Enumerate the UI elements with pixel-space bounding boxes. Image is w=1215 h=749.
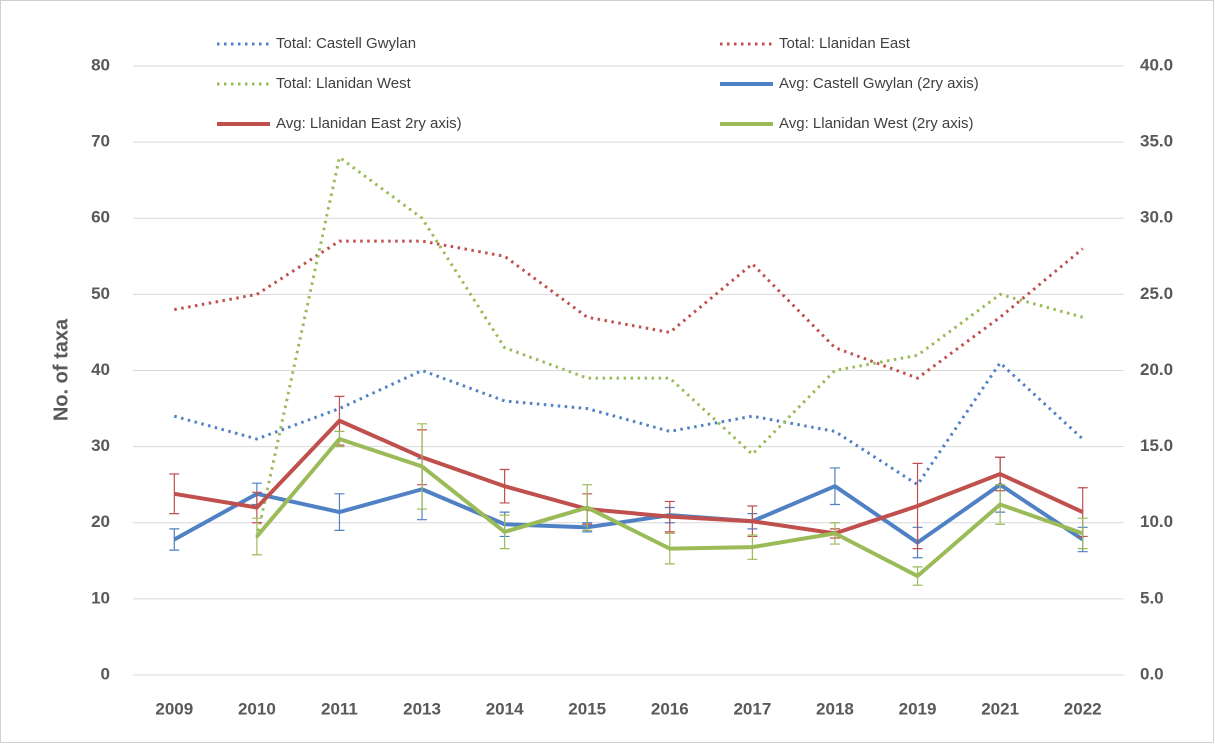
y-tick-label: 60 xyxy=(91,208,110,227)
y2-tick-label: 40.0 xyxy=(1140,55,1173,74)
legend-label: Total: Llanidan West xyxy=(276,75,412,92)
y-tick-label: 50 xyxy=(91,284,110,303)
y2-tick-label: 10.0 xyxy=(1140,512,1173,531)
y2-tick-label: 5.0 xyxy=(1140,588,1164,607)
x-tick-label: 2018 xyxy=(816,699,854,718)
legend-label: Avg: Castell Gwylan (2ry axis) xyxy=(779,75,979,92)
y2-tick-label: 20.0 xyxy=(1140,360,1173,379)
y-tick-label: 30 xyxy=(91,436,110,455)
legend-label: Total: Castell Gwylan xyxy=(276,35,416,52)
x-tick-label: 2014 xyxy=(486,699,524,718)
y2-tick-label: 30.0 xyxy=(1140,208,1173,227)
y-tick-label: 80 xyxy=(91,55,110,74)
series-line xyxy=(255,155,1084,539)
y-tick-label: 0 xyxy=(101,664,110,683)
series-line xyxy=(255,437,1084,579)
x-tick-label: 2019 xyxy=(899,699,937,718)
x-tick-label: 2022 xyxy=(1064,699,1102,718)
y2-tick-label: 35.0 xyxy=(1140,132,1173,151)
y-tick-label: 40 xyxy=(91,360,110,379)
x-tick-label: 2017 xyxy=(733,699,771,718)
y-tick-label: 20 xyxy=(91,512,110,531)
y-tick-label: 70 xyxy=(91,132,110,151)
legend-label: Avg: Llanidan West (2ry axis) xyxy=(779,115,974,132)
x-tick-label: 2011 xyxy=(321,699,358,718)
y-tick-label: 10 xyxy=(91,588,110,607)
series-line xyxy=(173,418,1084,536)
legend-label: Total: Llanidan East xyxy=(779,35,911,52)
x-tick-label: 2009 xyxy=(155,699,193,718)
y-axis-label: No. of taxa xyxy=(50,318,72,421)
error-bar xyxy=(1077,517,1088,550)
x-tick-label: 2010 xyxy=(238,699,276,718)
legend-label: Avg: Llanidan East 2ry axis) xyxy=(276,115,462,132)
x-tick-label: 2013 xyxy=(403,699,441,718)
series-line xyxy=(173,361,1084,487)
x-tick-label: 2021 xyxy=(981,699,1019,718)
y2-tick-label: 25.0 xyxy=(1140,284,1173,303)
y2-tick-label: 15.0 xyxy=(1140,436,1173,455)
y2-tick-label: 0.0 xyxy=(1140,664,1164,683)
series-line xyxy=(173,482,1084,545)
x-tick-label: 2015 xyxy=(568,699,606,718)
x-tick-label: 2016 xyxy=(651,699,689,718)
